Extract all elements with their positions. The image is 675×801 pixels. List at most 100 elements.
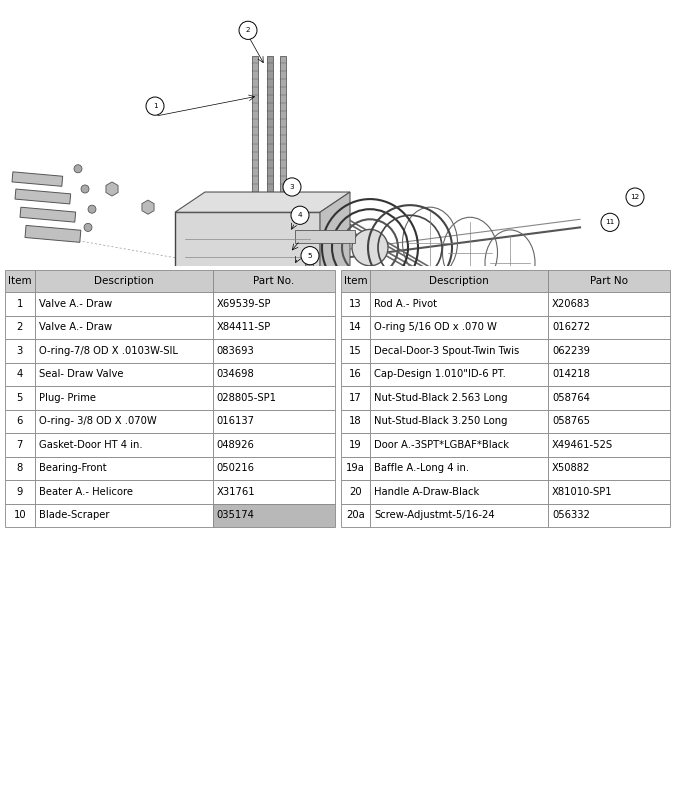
Bar bbox=[370, 316, 548, 339]
Circle shape bbox=[344, 332, 366, 355]
Bar bbox=[370, 270, 548, 292]
Bar bbox=[20, 207, 76, 222]
Text: 14: 14 bbox=[349, 322, 362, 332]
Bar bbox=[340, 409, 370, 433]
Circle shape bbox=[626, 188, 644, 206]
Text: 4: 4 bbox=[17, 369, 23, 379]
Text: Blade-Scraper: Blade-Scraper bbox=[38, 510, 109, 521]
Bar bbox=[330, 412, 375, 440]
Bar bbox=[5, 339, 34, 363]
Bar bbox=[340, 504, 370, 527]
Text: 5: 5 bbox=[308, 252, 313, 259]
Bar bbox=[340, 457, 370, 480]
Circle shape bbox=[239, 21, 257, 39]
Text: 7: 7 bbox=[17, 440, 23, 449]
Text: 8: 8 bbox=[428, 331, 432, 336]
Bar bbox=[213, 339, 335, 363]
Text: 15: 15 bbox=[340, 429, 350, 436]
Text: Valve A.- Draw: Valve A.- Draw bbox=[38, 322, 112, 332]
Bar bbox=[34, 409, 213, 433]
Bar bbox=[175, 212, 320, 308]
Bar bbox=[548, 433, 670, 457]
Bar bbox=[295, 231, 355, 243]
Text: 8: 8 bbox=[17, 463, 23, 473]
Bar bbox=[5, 457, 34, 480]
Circle shape bbox=[74, 165, 82, 173]
Circle shape bbox=[331, 377, 349, 395]
Bar bbox=[280, 55, 286, 197]
Text: X20683: X20683 bbox=[552, 299, 591, 308]
Bar bbox=[5, 433, 34, 457]
Bar bbox=[15, 189, 71, 204]
Text: 2: 2 bbox=[17, 322, 23, 332]
Ellipse shape bbox=[255, 204, 273, 210]
Text: 1: 1 bbox=[153, 103, 157, 109]
Bar bbox=[34, 504, 213, 527]
Circle shape bbox=[618, 332, 642, 356]
Text: Gasket-Door HT 4 in.: Gasket-Door HT 4 in. bbox=[38, 440, 142, 449]
Text: O-ring-7/8 OD X .0103W-SIL: O-ring-7/8 OD X .0103W-SIL bbox=[38, 346, 178, 356]
Text: 12: 12 bbox=[630, 194, 640, 200]
Text: 20b: 20b bbox=[65, 386, 79, 392]
Text: 20: 20 bbox=[76, 310, 84, 316]
Circle shape bbox=[406, 364, 424, 383]
Ellipse shape bbox=[255, 212, 273, 219]
Text: Seal- Draw Valve: Seal- Draw Valve bbox=[38, 369, 123, 379]
Text: 19a: 19a bbox=[348, 340, 362, 347]
Bar bbox=[370, 292, 548, 316]
Text: 048926: 048926 bbox=[217, 440, 254, 449]
Text: Screw-Adjustmt-5/16-24: Screw-Adjustmt-5/16-24 bbox=[374, 510, 495, 521]
Text: 9: 9 bbox=[435, 304, 440, 309]
Bar bbox=[34, 433, 213, 457]
Circle shape bbox=[352, 229, 388, 266]
Circle shape bbox=[88, 205, 96, 213]
Text: 028805-SP1: 028805-SP1 bbox=[217, 392, 277, 403]
Bar bbox=[305, 262, 313, 280]
Text: 035174: 035174 bbox=[217, 510, 254, 521]
Text: Handle A-Draw-Black: Handle A-Draw-Black bbox=[374, 487, 479, 497]
Text: 6: 6 bbox=[296, 278, 300, 284]
Text: 4: 4 bbox=[298, 212, 302, 218]
Text: 058764: 058764 bbox=[552, 392, 590, 403]
Bar bbox=[548, 504, 670, 527]
Bar bbox=[340, 363, 370, 386]
Polygon shape bbox=[320, 192, 350, 308]
Bar bbox=[252, 55, 258, 197]
Text: 11: 11 bbox=[605, 219, 615, 225]
Bar bbox=[340, 339, 370, 363]
Bar bbox=[34, 457, 213, 480]
Bar bbox=[213, 316, 335, 339]
Bar bbox=[5, 316, 34, 339]
Bar bbox=[340, 433, 370, 457]
Bar bbox=[370, 457, 548, 480]
Text: 3: 3 bbox=[17, 346, 23, 356]
Bar bbox=[548, 292, 670, 316]
Bar bbox=[34, 316, 213, 339]
Text: Cap-Design 1.010"ID-6 PT.: Cap-Design 1.010"ID-6 PT. bbox=[374, 369, 506, 379]
Text: X49461-52S: X49461-52S bbox=[552, 440, 613, 449]
Bar bbox=[548, 270, 670, 292]
Text: 062239: 062239 bbox=[552, 346, 590, 356]
Text: 16: 16 bbox=[296, 457, 304, 463]
Text: 15: 15 bbox=[349, 346, 362, 356]
Text: 016137: 016137 bbox=[217, 417, 254, 426]
Bar bbox=[548, 457, 670, 480]
Circle shape bbox=[283, 178, 301, 196]
Circle shape bbox=[61, 378, 83, 400]
Text: 056332: 056332 bbox=[552, 510, 590, 521]
Bar bbox=[5, 363, 34, 386]
Text: 19: 19 bbox=[349, 440, 362, 449]
Text: Description: Description bbox=[429, 276, 489, 286]
Text: Part No.: Part No. bbox=[253, 276, 294, 286]
Text: X50882: X50882 bbox=[552, 463, 591, 473]
Text: 016272: 016272 bbox=[552, 322, 590, 332]
Bar bbox=[213, 480, 335, 504]
Text: 13: 13 bbox=[475, 401, 485, 407]
Text: 014218: 014218 bbox=[552, 369, 590, 379]
Bar bbox=[12, 172, 63, 187]
Text: 19a: 19a bbox=[346, 463, 365, 473]
Text: 17: 17 bbox=[138, 331, 148, 336]
Text: 19: 19 bbox=[90, 280, 100, 286]
Circle shape bbox=[99, 343, 117, 360]
Bar bbox=[340, 480, 370, 504]
